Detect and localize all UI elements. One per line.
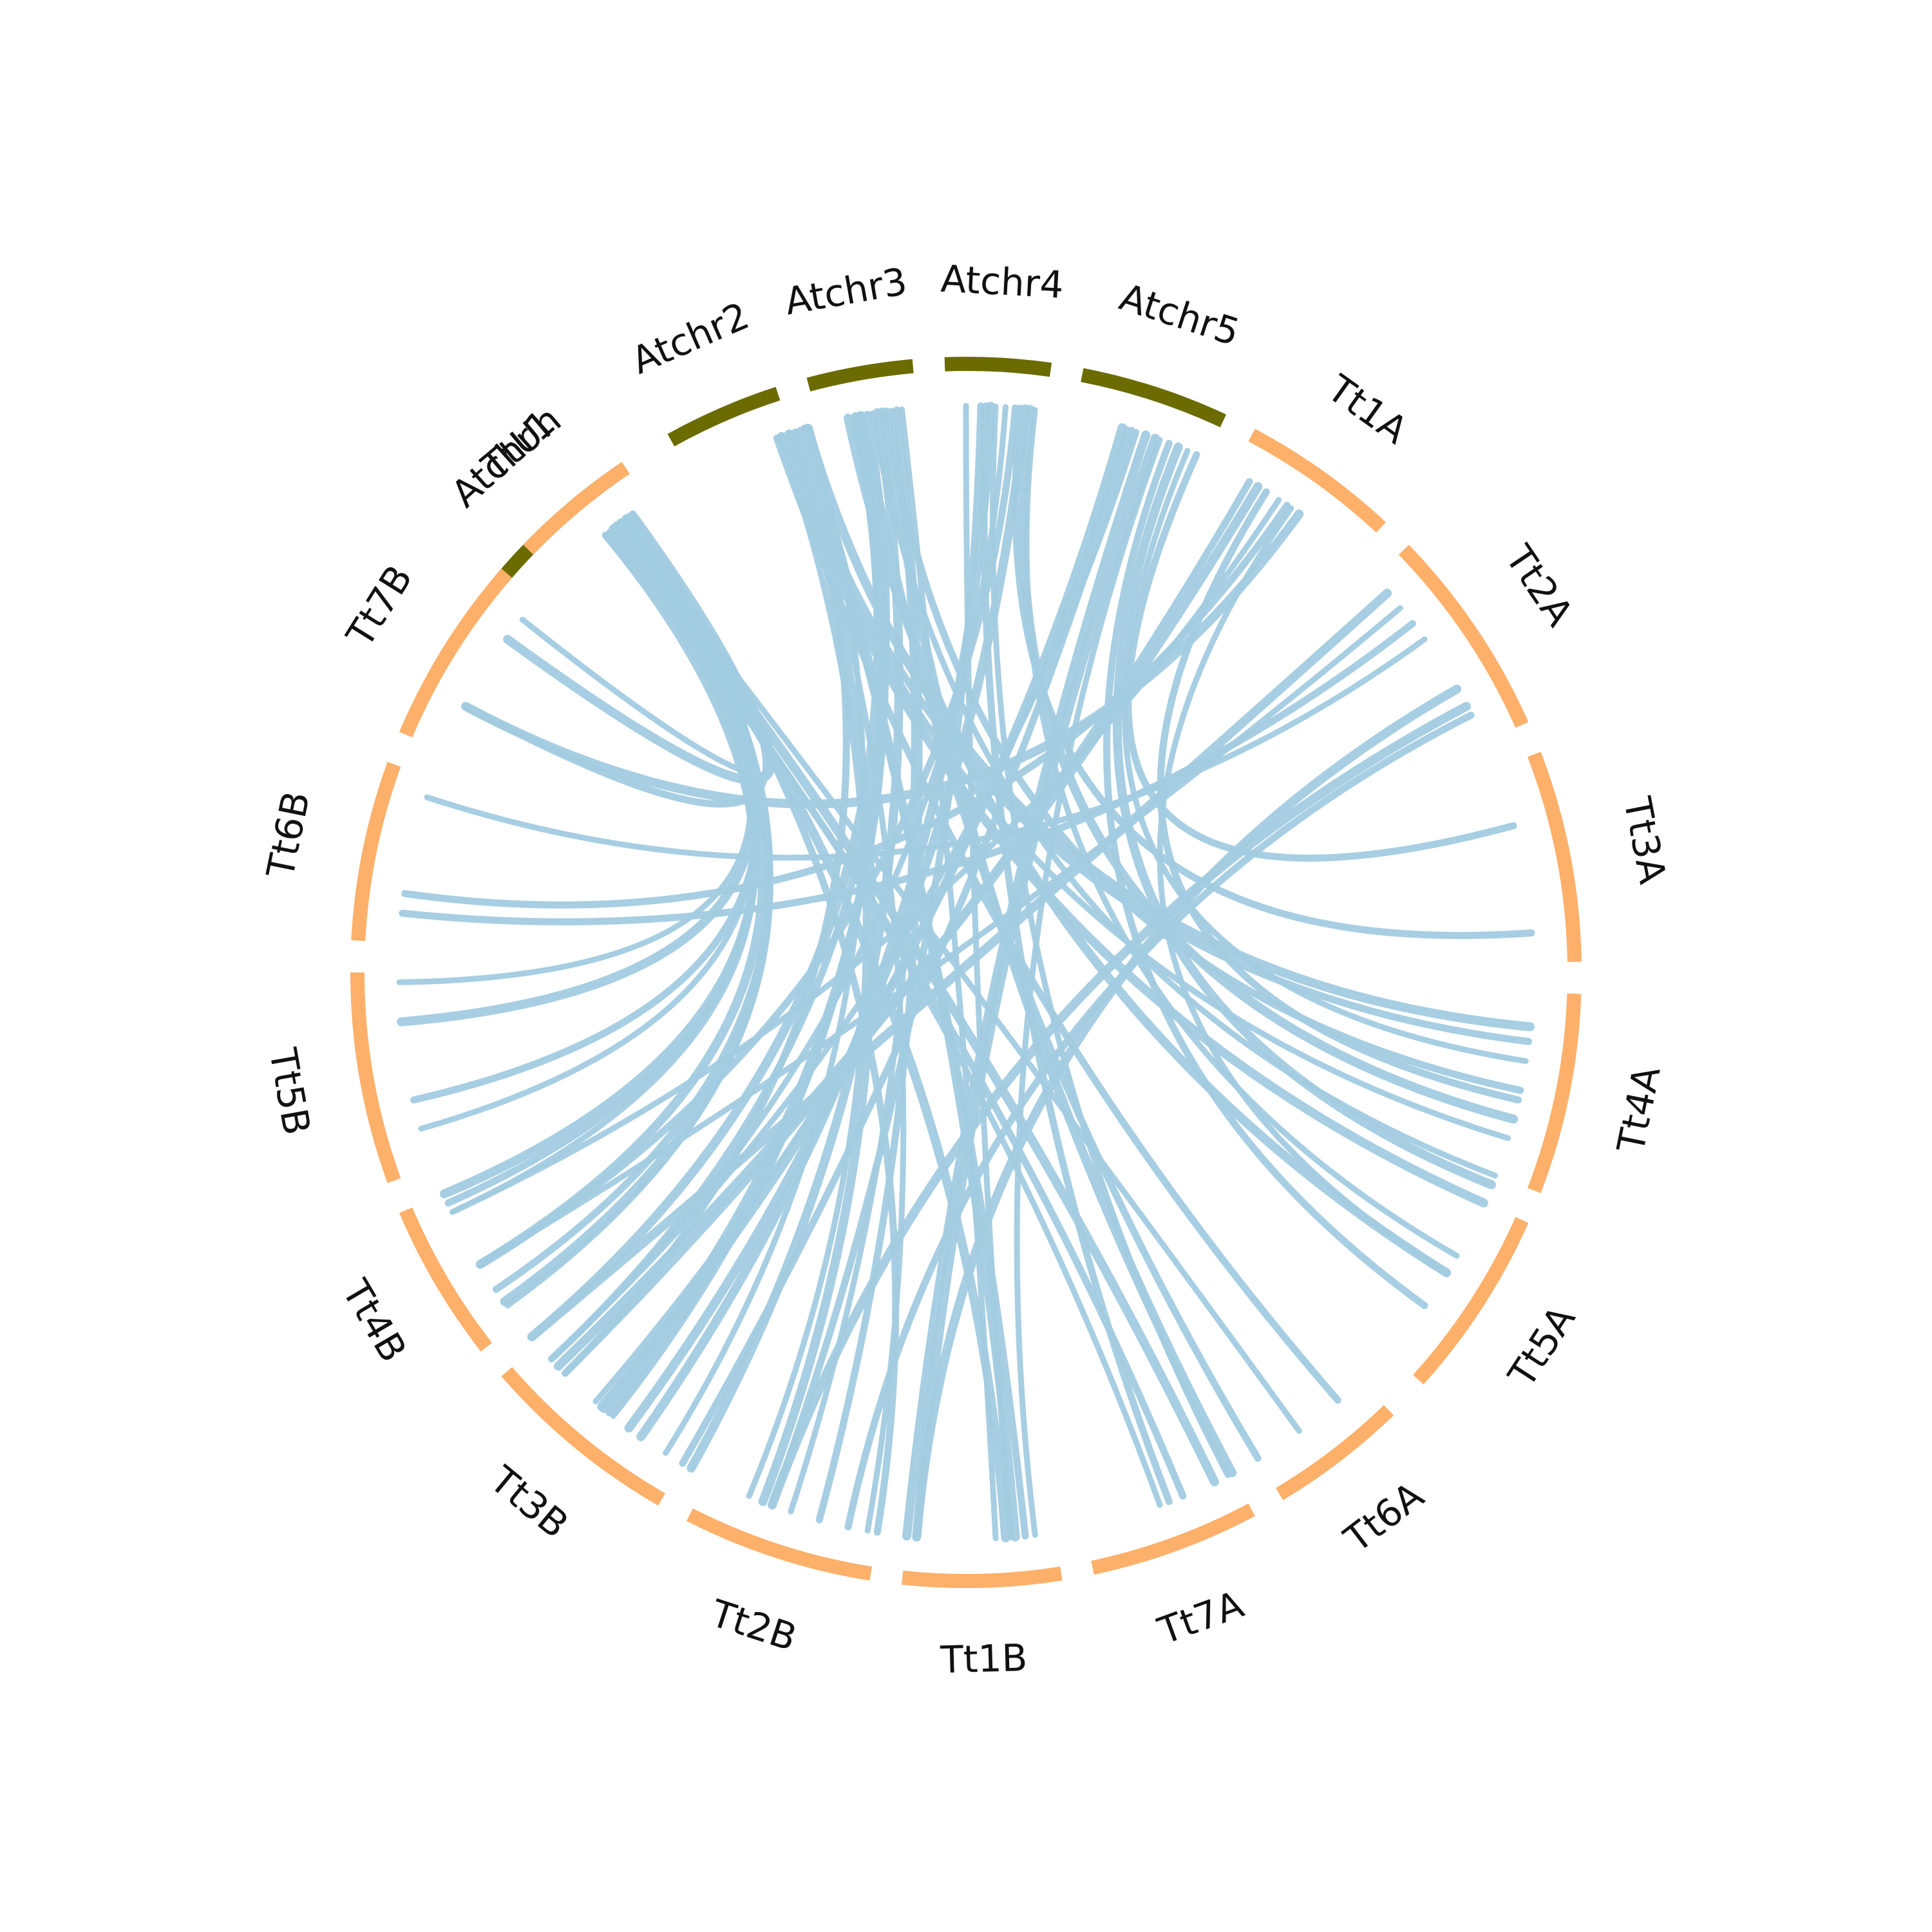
links-layer — [396, 401, 1535, 1542]
synteny-link — [527, 412, 883, 1341]
synteny-link — [477, 605, 1403, 1267]
segment-arc-tt3a — [1527, 752, 1582, 962]
synteny-link — [617, 520, 1302, 1434]
segment-arc-tt5b — [350, 972, 401, 1183]
segment-label-tt2a: Tt2A — [1497, 537, 1582, 634]
synteny-link — [1012, 404, 1535, 940]
segment-arc-tt7b — [399, 568, 513, 738]
synteny-link — [1023, 407, 1460, 1259]
synteny-link — [980, 402, 1173, 1506]
synteny-link — [859, 412, 1262, 1462]
segment-label-atchr5: Atchr5 — [1115, 275, 1245, 355]
synteny-link — [1014, 437, 1163, 1538]
segment-arc-tt4a — [1527, 993, 1582, 1193]
synteny-link — [768, 701, 1471, 1510]
segment-label-tt5b: Tt5B — [261, 1045, 319, 1139]
segment-label-tt2b: Tt2B — [705, 1591, 802, 1660]
synteny-link — [399, 620, 1416, 925]
synteny-link — [548, 429, 1140, 1362]
segment-label-tt5a: Tt5A — [1499, 1298, 1584, 1395]
segment-label-atchr2: Atchr2 — [625, 294, 755, 383]
segment-label-tt1a: Tt1A — [1319, 366, 1416, 452]
synteny-link — [424, 636, 1428, 861]
segment-arc-atchr5 — [1081, 368, 1227, 428]
synteny-link — [636, 401, 996, 1441]
segment-label-tt7a: Tt7A — [1152, 1582, 1249, 1653]
segment-arc-atchr4 — [944, 357, 1052, 377]
synteny-link — [1112, 442, 1496, 1189]
synteny-link — [401, 502, 1291, 909]
segment-arc-atchr2 — [667, 386, 781, 447]
synteny-link — [1103, 439, 1428, 1309]
segment-label-tt3b: Tt3B — [481, 1457, 576, 1547]
synteny-link — [553, 482, 1263, 1371]
segment-arc-tt1a — [1248, 428, 1386, 533]
segment-arc-tt4b — [399, 1207, 492, 1352]
segment-arc-tt2b — [686, 1508, 872, 1581]
segment-arc-tt7a — [1091, 1503, 1255, 1575]
segment-label-tt6b: Tt6B — [258, 788, 319, 882]
synteny-link — [989, 403, 1231, 1479]
segment-arc-tt3b — [501, 1367, 666, 1506]
segments-layer — [350, 357, 1582, 1588]
segment-label-tt7b: Tt7B — [337, 558, 421, 655]
synteny-link — [1121, 448, 1529, 1065]
segment-label-tt3a: Tt3A — [1615, 793, 1675, 887]
segment-arc-ttun — [523, 462, 630, 555]
synteny-link — [397, 514, 759, 1027]
synteny-link — [963, 402, 1014, 1540]
synteny-link — [746, 434, 869, 1499]
segment-label-atchr4: Atchr4 — [940, 257, 1065, 307]
synteny-link — [844, 413, 1452, 1278]
segment-arc-tt1b — [902, 1566, 1063, 1588]
synteny-link — [527, 589, 1392, 1341]
segment-label-atchr3: Atchr3 — [782, 259, 911, 323]
synteny-link — [803, 423, 1535, 1032]
segment-arc-atchr3 — [806, 359, 914, 392]
segment-arc-tt6b — [351, 762, 401, 942]
segment-arc-tt6a — [1276, 1405, 1394, 1501]
synteny-link — [912, 685, 1462, 1542]
synteny-link — [1157, 488, 1522, 1104]
segment-arc-tt2a — [1398, 544, 1529, 728]
segment-label-tt6a: Tt6A — [1336, 1473, 1432, 1562]
synteny-link — [912, 433, 1160, 1542]
segment-label-tt4a: Tt4A — [1609, 1062, 1669, 1157]
segment-label-tt1b: Tt1B — [940, 1636, 1028, 1682]
synteny-link — [592, 426, 1130, 1405]
synteny-link — [902, 430, 1151, 1541]
synteny-link — [787, 430, 1532, 1045]
segment-arc-tt5a — [1413, 1217, 1529, 1385]
segment-label-tt4b: Tt4B — [333, 1272, 415, 1370]
synteny-link — [844, 711, 1475, 1531]
